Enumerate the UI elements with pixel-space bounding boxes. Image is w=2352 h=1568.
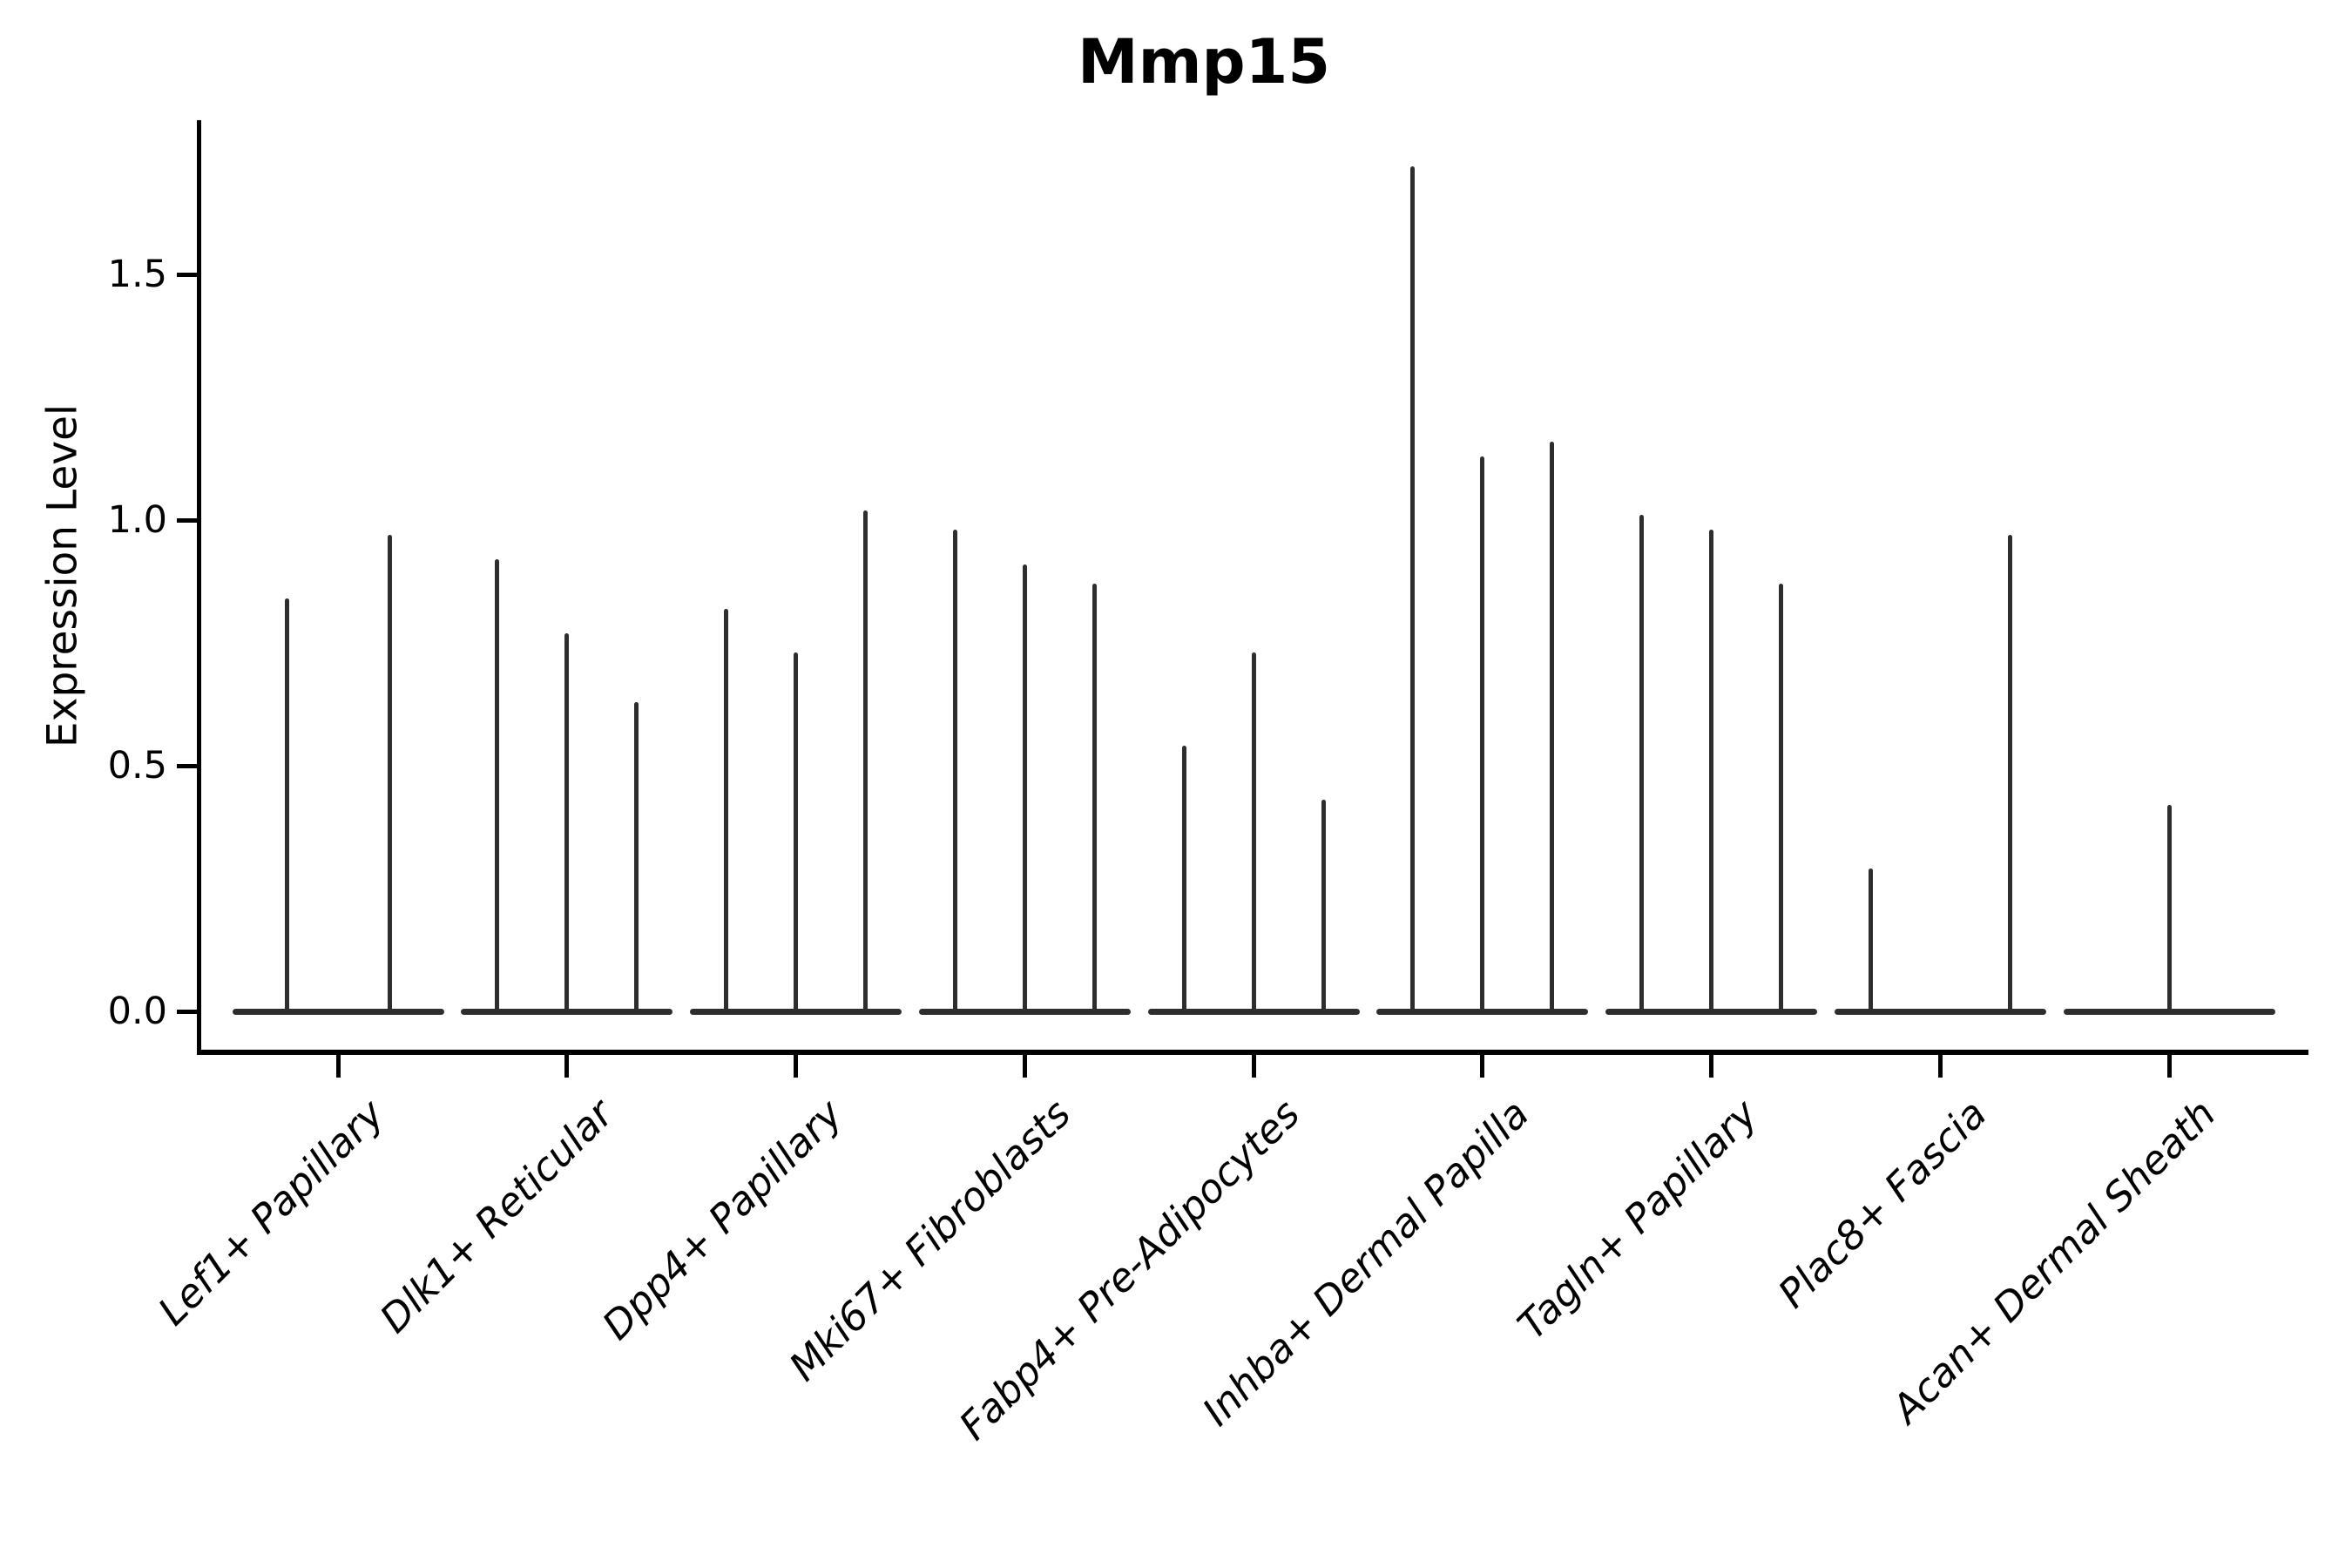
violin-spike [634, 701, 639, 1013]
y-axis-spine [197, 120, 201, 1055]
y-tick-label: 1.5 [107, 252, 167, 296]
violin-spike [387, 534, 392, 1013]
x-tick-mark [1480, 1055, 1485, 1078]
violin-spike [952, 530, 957, 1013]
violin-spike [1480, 456, 1485, 1013]
x-tick-label: Plac8+ Fascia [1768, 1090, 1996, 1317]
violin-spike [1321, 800, 1326, 1013]
violin-spike [2166, 805, 2172, 1013]
violin-spike [1709, 530, 1713, 1013]
violin-base [1834, 1009, 2046, 1015]
x-tick-mark [335, 1055, 341, 1078]
x-axis-spine [197, 1050, 2308, 1055]
chart-title: Mmp15 [1077, 26, 1331, 98]
x-tick-label: Lef1+ Papillary [149, 1090, 394, 1335]
violin-spike [724, 608, 728, 1013]
x-tick-mark [1022, 1055, 1027, 1078]
violin-spike [1410, 166, 1416, 1013]
y-tick-mark [177, 517, 199, 523]
violin-spike [1022, 564, 1027, 1013]
y-axis-title: Expression Level [38, 403, 87, 748]
y-tick-mark [177, 1009, 199, 1014]
violin-spike [794, 652, 798, 1013]
y-tick-label: 0.5 [107, 743, 167, 787]
y-tick-label: 1.0 [107, 497, 167, 542]
y-tick-mark [177, 763, 199, 768]
violin-spike [1550, 441, 1555, 1013]
x-tick-label: Dlk1+ Reticular [370, 1090, 623, 1342]
violin-spike [1779, 584, 1783, 1013]
violin-spike [1092, 584, 1097, 1013]
x-tick-mark [564, 1055, 570, 1078]
violin-spike [863, 510, 868, 1013]
violin-spike [2007, 534, 2012, 1013]
x-tick-label: Dpp4+ Papillary [592, 1090, 851, 1349]
x-tick-mark [1251, 1055, 1256, 1078]
violin-spike [1181, 746, 1186, 1013]
x-tick-mark [1709, 1055, 1713, 1078]
violin-spike [1868, 868, 1873, 1013]
violin-spike [284, 598, 289, 1013]
x-tick-mark [2166, 1055, 2172, 1078]
violin-base [232, 1009, 444, 1015]
y-tick-label: 0.0 [107, 989, 167, 1033]
y-tick-mark [177, 272, 199, 277]
x-tick-mark [1937, 1055, 1943, 1078]
violin-spike [1251, 652, 1256, 1013]
x-tick-mark [794, 1055, 798, 1078]
x-tick-label: Tagln+ Papillary [1508, 1090, 1767, 1348]
violin-spike [495, 559, 500, 1013]
violin-spike [1639, 515, 1644, 1013]
violin-spike [564, 632, 570, 1013]
